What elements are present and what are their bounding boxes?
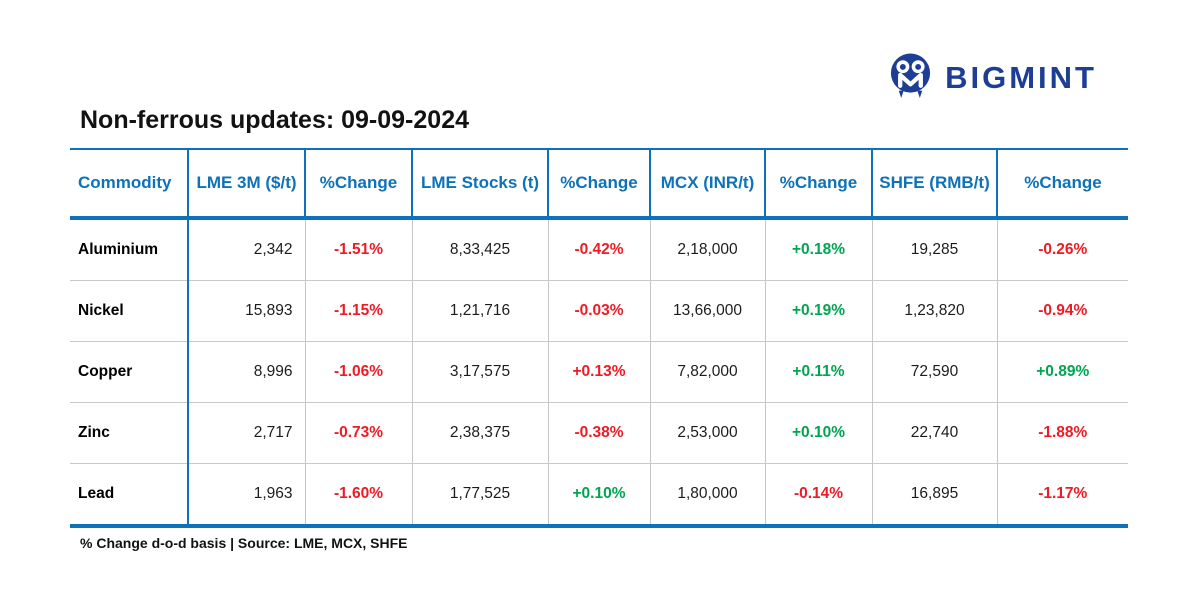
table-row: Aluminium 2,342 -1.51% 8,33,425 -0.42% 2,18,0…	[70, 218, 1128, 281]
value-cell: -0.42%	[548, 218, 651, 281]
bigmint-owl-icon	[887, 50, 934, 105]
value-cell: -0.26%	[997, 218, 1128, 281]
commodity-cell: Nickel	[70, 280, 189, 342]
value-cell: -1.60%	[305, 463, 413, 528]
commodity-table: Commodity LME 3M ($/t) %Change LME Stocks (…	[70, 148, 1128, 528]
value-cell: +0.10%	[765, 402, 873, 464]
value-cell: -0.73%	[305, 402, 413, 464]
value-cell: 1,21,716	[412, 280, 549, 342]
value-cell: 2,18,000	[650, 218, 766, 281]
value-cell: 1,23,820	[872, 280, 998, 342]
column-header: Commodity	[70, 149, 189, 220]
commodity-cell: Aluminium	[70, 218, 189, 281]
value-cell: -0.38%	[548, 402, 651, 464]
table-header: Commodity LME 3M ($/t) %Change LME Stocks (…	[70, 149, 1128, 220]
value-cell: 2,717	[188, 402, 306, 464]
column-header: %Change	[548, 149, 651, 220]
value-cell: 7,82,000	[650, 341, 766, 403]
column-header: SHFE (RMB/t)	[872, 149, 998, 220]
table-row: Lead 1,963 -1.60% 1,77,525 +0.10% 1,80,000 -0.…	[70, 463, 1128, 528]
table-row: Zinc 2,717 -0.73% 2,38,375 -0.38% 2,53,000 +0.…	[70, 402, 1128, 464]
value-cell: -1.06%	[305, 341, 413, 403]
value-cell: 16,895	[872, 463, 998, 528]
value-cell: 2,53,000	[650, 402, 766, 464]
value-cell: 19,285	[872, 218, 998, 281]
value-cell: +0.19%	[765, 280, 873, 342]
commodity-cell: Zinc	[70, 402, 189, 464]
column-header: %Change	[765, 149, 873, 220]
column-header: %Change	[305, 149, 413, 220]
value-cell: -0.94%	[997, 280, 1128, 342]
value-cell: 8,33,425	[412, 218, 549, 281]
value-cell: 1,963	[188, 463, 306, 528]
value-cell: +0.89%	[997, 341, 1128, 403]
table-row: Copper 8,996 -1.06% 3,17,575 +0.13% 7,82,000 +…	[70, 341, 1128, 403]
value-cell: 1,80,000	[650, 463, 766, 528]
value-cell: 2,38,375	[412, 402, 549, 464]
brand-name: BIGMINT	[945, 60, 1097, 95]
brand-logo: BIGMINT	[887, 50, 1097, 105]
column-header: %Change	[997, 149, 1128, 220]
value-cell: +0.13%	[548, 341, 651, 403]
value-cell: 8,996	[188, 341, 306, 403]
value-cell: -1.88%	[997, 402, 1128, 464]
value-cell: +0.10%	[548, 463, 651, 528]
value-cell: 15,893	[188, 280, 306, 342]
value-cell: 1,77,525	[412, 463, 549, 528]
value-cell: +0.18%	[765, 218, 873, 281]
value-cell: 3,17,575	[412, 341, 549, 403]
value-cell: 72,590	[872, 341, 998, 403]
page-title: Non-ferrous updates: 09-09-2024	[80, 106, 470, 134]
column-header: LME 3M ($/t)	[188, 149, 306, 220]
column-header: LME Stocks (t)	[412, 149, 549, 220]
value-cell: -1.51%	[305, 218, 413, 281]
value-cell: 22,740	[872, 402, 998, 464]
column-header: MCX (INR/t)	[650, 149, 766, 220]
value-cell: -1.15%	[305, 280, 413, 342]
value-cell: -1.17%	[997, 463, 1128, 528]
table-header-row: Commodity LME 3M ($/t) %Change LME Stocks (…	[70, 149, 1128, 220]
commodity-cell: Lead	[70, 463, 189, 528]
table-row: Nickel 15,893 -1.15% 1,21,716 -0.03% 13,66,00…	[70, 280, 1128, 342]
table-body: Aluminium 2,342 -1.51% 8,33,425 -0.42% 2,18,0…	[70, 218, 1128, 528]
value-cell: +0.11%	[765, 341, 873, 403]
value-cell: 2,342	[188, 218, 306, 281]
value-cell: 13,66,000	[650, 280, 766, 342]
source-note: % Change d-o-d basis | Source: LME, MCX,…	[80, 535, 408, 551]
value-cell: -0.03%	[548, 280, 651, 342]
value-cell: -0.14%	[765, 463, 873, 528]
commodity-cell: Copper	[70, 341, 189, 403]
